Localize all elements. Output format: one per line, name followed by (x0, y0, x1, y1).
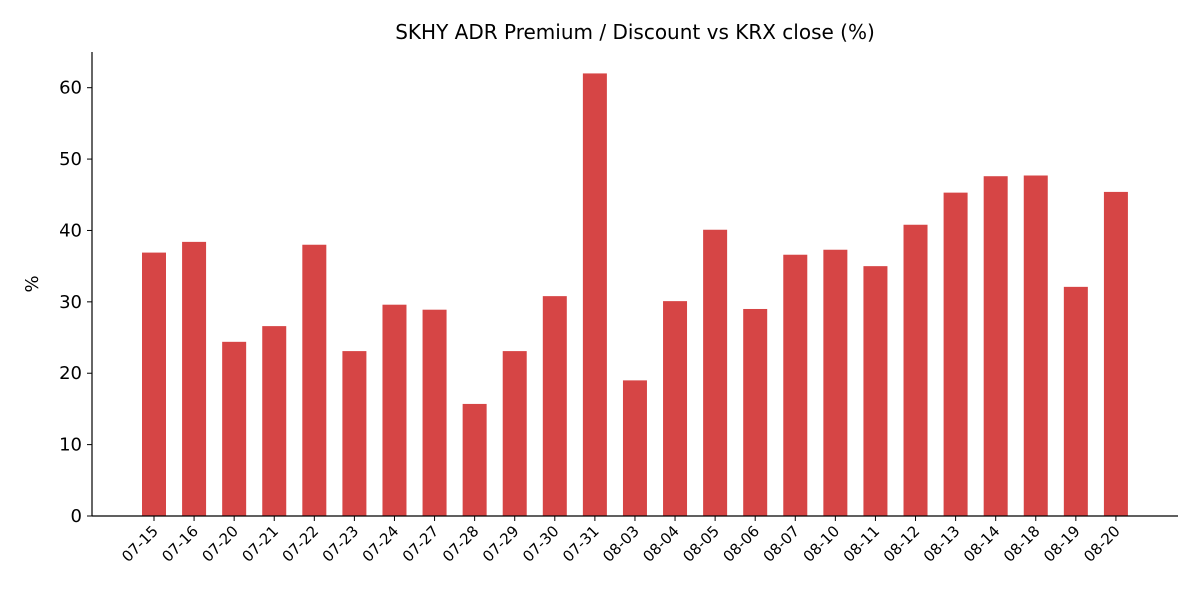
x-tick-label: 08-10 (800, 522, 844, 566)
y-tick-label: 30 (59, 292, 82, 313)
x-tick-label: 07-20 (198, 522, 242, 566)
bars-group (142, 73, 1128, 517)
y-tick-label: 0 (71, 506, 82, 527)
bar-08-12 (903, 224, 928, 516)
y-tick-label: 20 (59, 363, 82, 384)
bar-08-14 (983, 176, 1008, 516)
bar-07-24 (382, 304, 407, 516)
bar-08-06 (743, 308, 768, 516)
x-tick-label: 08-11 (840, 522, 884, 566)
x-tick-label: 08-07 (760, 522, 804, 566)
x-tick-label: 07-15 (118, 522, 162, 566)
x-tick-label: 07-28 (439, 522, 483, 566)
bar-08-13 (943, 192, 968, 516)
x-axis: 07-1507-1607-2007-2107-2207-2307-2407-27… (118, 516, 1124, 566)
x-tick-label: 08-18 (1000, 522, 1044, 566)
bar-08-10 (823, 249, 848, 517)
x-tick-label: 08-03 (599, 522, 643, 566)
bar-07-20 (222, 341, 247, 516)
bar-07-27 (422, 309, 447, 516)
bar-07-29 (502, 351, 527, 516)
bar-07-21 (262, 326, 287, 516)
x-tick-label: 08-13 (920, 522, 964, 566)
x-tick-label: 07-27 (399, 522, 443, 566)
x-tick-label: 08-14 (960, 522, 1004, 566)
y-tick-label: 40 (59, 220, 82, 241)
x-tick-label: 08-12 (880, 522, 924, 566)
x-tick-label: 08-04 (639, 522, 683, 566)
x-tick-label: 07-22 (279, 522, 323, 566)
bar-08-18 (1023, 175, 1048, 516)
y-tick-label: 10 (59, 435, 82, 456)
y-axis-label: % (22, 275, 43, 292)
x-tick-label: 07-24 (359, 522, 403, 566)
y-axis: 0 10 20 30 40 50 60 (59, 78, 92, 527)
bar-07-15 (142, 252, 166, 516)
x-tick-label: 07-23 (319, 522, 363, 566)
x-tick-label: 07-21 (239, 522, 283, 566)
bar-08-04 (663, 301, 688, 516)
x-tick-label: 07-16 (158, 522, 202, 566)
bar-07-31 (582, 73, 607, 517)
bar-07-28 (462, 403, 487, 516)
bar-08-11 (863, 266, 888, 516)
y-tick-label: 50 (59, 149, 82, 170)
bar-07-30 (542, 296, 567, 516)
x-tick-label: 07-31 (559, 522, 603, 566)
bar-08-05 (703, 229, 728, 516)
bar-07-16 (182, 241, 207, 516)
x-tick-label: 08-05 (679, 522, 723, 566)
x-tick-label: 08-06 (719, 522, 763, 566)
bar-08-07 (783, 254, 808, 517)
x-tick-label: 07-30 (519, 522, 563, 566)
bar-08-19 (1063, 286, 1088, 516)
chart-title: SKHY ADR Premium / Discount vs KRX close… (395, 20, 875, 44)
y-tick-label: 60 (59, 78, 82, 99)
bar-07-23 (342, 351, 367, 516)
bar-07-22 (302, 244, 327, 517)
bar-08-03 (622, 380, 647, 516)
x-tick-label: 07-29 (479, 522, 523, 566)
x-tick-label: 08-19 (1040, 522, 1084, 566)
bar-08-20 (1103, 191, 1128, 516)
x-tick-label: 08-20 (1080, 522, 1124, 566)
